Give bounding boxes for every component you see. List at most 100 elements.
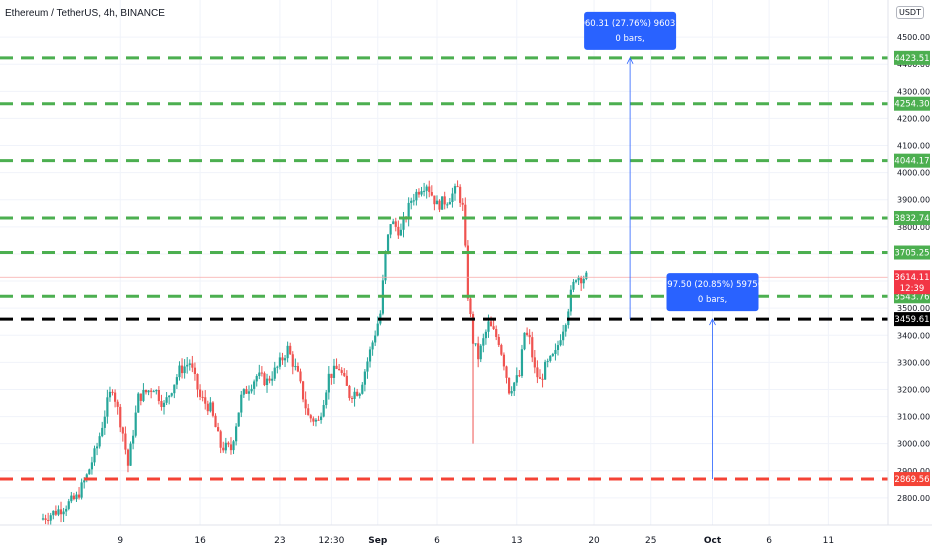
candle-body bbox=[523, 332, 526, 350]
candle-body bbox=[235, 426, 238, 442]
candle-body bbox=[75, 494, 78, 500]
candle-body bbox=[245, 389, 248, 394]
candle-body bbox=[291, 354, 294, 367]
candle-body bbox=[114, 392, 117, 402]
x-tick-label: 20 bbox=[588, 536, 600, 546]
candle-body bbox=[456, 186, 459, 188]
candle-body bbox=[219, 431, 222, 448]
candle-body bbox=[83, 480, 86, 483]
candle-body bbox=[237, 412, 240, 427]
candle-body bbox=[528, 334, 531, 338]
candle-body bbox=[544, 361, 547, 380]
candle-body bbox=[276, 366, 279, 368]
price-level-badge-label: 4423.51 bbox=[894, 54, 929, 64]
candle-body bbox=[65, 508, 68, 512]
measure-box bbox=[666, 273, 759, 312]
candle-body bbox=[278, 357, 281, 367]
measure-annotation: 960.31 (27.76%) 96031 0 bars, bbox=[579, 11, 681, 320]
candle-body bbox=[116, 401, 119, 407]
countdown-label: 12:39 bbox=[900, 284, 925, 294]
candle-body bbox=[134, 412, 137, 436]
candle-body bbox=[111, 391, 114, 393]
candle-body bbox=[227, 442, 230, 445]
candle-body bbox=[507, 377, 511, 394]
candle-body bbox=[520, 349, 524, 376]
candle-body bbox=[229, 444, 233, 451]
y-tick-label: 2900.00 bbox=[897, 467, 930, 476]
candle-body bbox=[49, 515, 52, 521]
candle-body bbox=[72, 495, 75, 500]
candle-body bbox=[435, 200, 439, 205]
candle-body bbox=[52, 510, 55, 516]
candle-body bbox=[394, 221, 397, 227]
candle-body bbox=[173, 384, 176, 394]
candle-body bbox=[574, 280, 578, 282]
price-level-badge bbox=[894, 50, 930, 65]
candle-body bbox=[495, 329, 498, 337]
price-level-badge-label: 4044.17 bbox=[894, 157, 929, 167]
candle-body bbox=[392, 221, 395, 225]
y-tick-label: 4300.00 bbox=[897, 87, 930, 96]
candle-body bbox=[250, 388, 253, 392]
candle-body bbox=[54, 510, 57, 515]
candle-body bbox=[397, 226, 400, 236]
candle-body bbox=[585, 272, 588, 279]
x-tick-label: Sep bbox=[368, 536, 388, 546]
time-axis-bg bbox=[0, 525, 932, 550]
candle-body bbox=[232, 441, 235, 451]
candle-body bbox=[124, 433, 127, 450]
price-level-badge bbox=[894, 245, 930, 260]
measure-box bbox=[584, 11, 677, 50]
candle-body bbox=[376, 323, 379, 336]
candle-body bbox=[549, 355, 552, 361]
candle-body bbox=[294, 366, 297, 368]
currency-selector[interactable]: USDT bbox=[896, 6, 924, 19]
candle-body bbox=[80, 482, 83, 498]
candle-body bbox=[322, 405, 325, 417]
candle-body bbox=[368, 349, 372, 362]
candle-body bbox=[497, 336, 500, 345]
current-price-badge bbox=[894, 270, 930, 295]
candle-body bbox=[471, 314, 475, 344]
candle-body bbox=[103, 416, 106, 428]
candle-body bbox=[474, 343, 477, 345]
candle-body bbox=[538, 377, 542, 379]
candle-body bbox=[152, 391, 155, 393]
y-tick-label: 3400.00 bbox=[897, 331, 930, 340]
candle-body bbox=[350, 398, 354, 400]
candle-body bbox=[137, 393, 140, 413]
y-tick-label: 4000.00 bbox=[897, 169, 930, 178]
candle-body bbox=[88, 469, 91, 475]
candle-body bbox=[247, 391, 251, 394]
candle-body bbox=[551, 353, 554, 356]
candle-body bbox=[438, 200, 441, 210]
candle-body bbox=[477, 343, 480, 360]
candle-body bbox=[57, 509, 60, 515]
candle-body bbox=[147, 390, 150, 393]
candle-body bbox=[41, 518, 45, 520]
candle-body bbox=[271, 378, 274, 381]
price-level-badge-label: 3459.61 bbox=[894, 315, 929, 325]
candle-body bbox=[356, 391, 359, 396]
y-tick-label: 3200.00 bbox=[897, 385, 930, 394]
candle-body bbox=[193, 367, 197, 375]
x-tick-label: 9 bbox=[117, 536, 123, 546]
candle-body bbox=[441, 196, 444, 210]
candle-body bbox=[255, 376, 258, 382]
candle-body bbox=[155, 389, 158, 392]
price-level-badge bbox=[894, 153, 930, 168]
candle-body bbox=[204, 397, 207, 404]
candle-body bbox=[201, 396, 204, 398]
candle-body bbox=[183, 366, 186, 374]
candle-body bbox=[335, 365, 338, 369]
x-tick-label: 6 bbox=[434, 536, 440, 546]
y-tick-label: 4100.00 bbox=[897, 142, 930, 151]
candle-body bbox=[312, 418, 315, 422]
candle-body bbox=[301, 381, 305, 400]
candle-body bbox=[407, 202, 410, 220]
candle-body bbox=[374, 335, 377, 343]
current-price-label: 3614.11 bbox=[894, 273, 929, 283]
candle-body bbox=[402, 218, 405, 230]
